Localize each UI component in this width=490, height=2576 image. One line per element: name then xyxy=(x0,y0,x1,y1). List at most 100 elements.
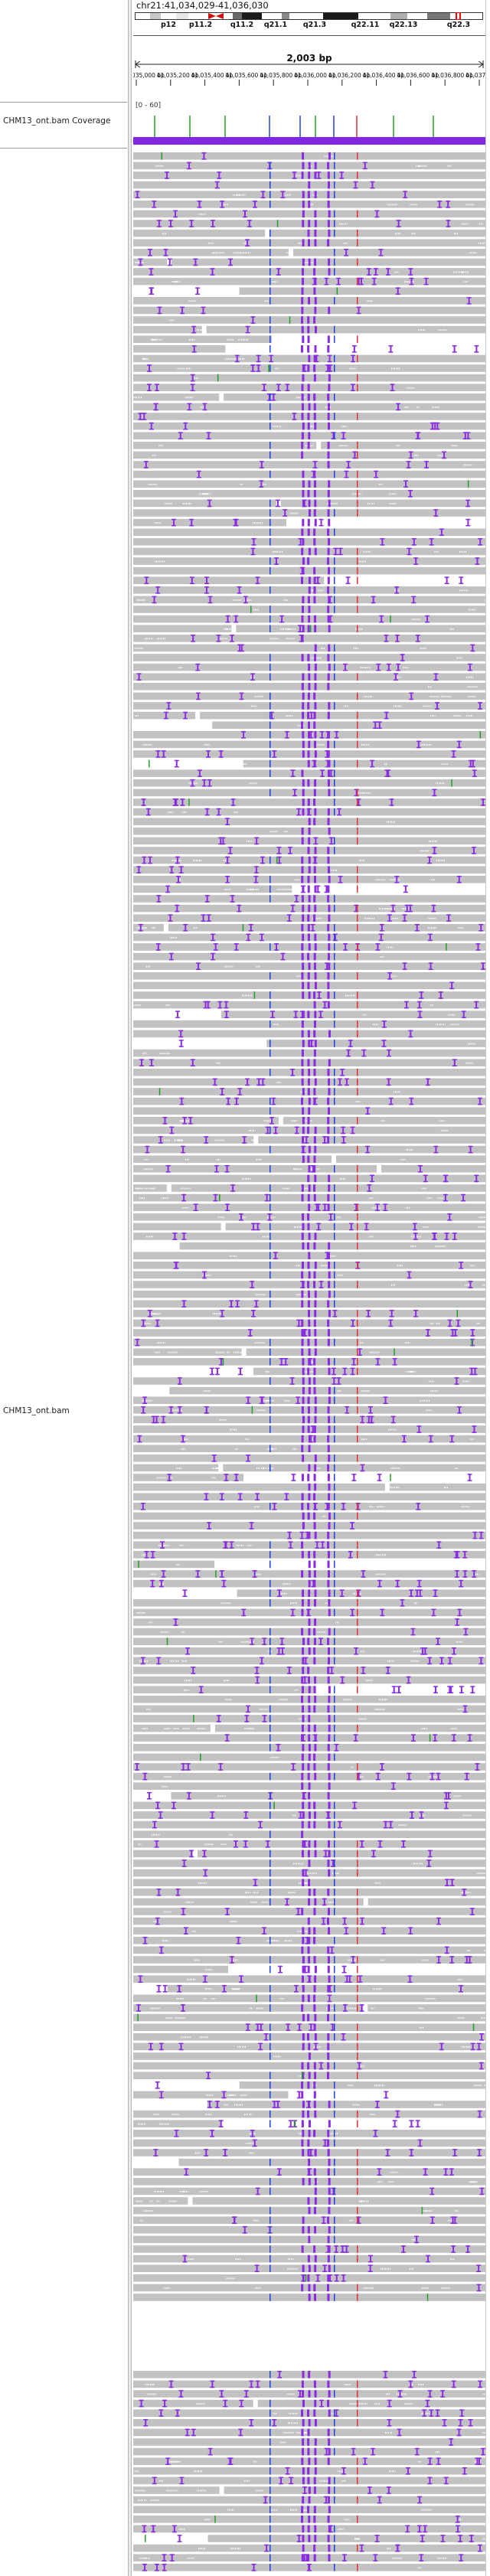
insertion-marker xyxy=(479,702,482,710)
insertion-marker xyxy=(153,596,155,604)
insertion-marker xyxy=(243,210,246,218)
insertion-marker xyxy=(316,1541,318,1549)
insertion-marker xyxy=(185,1927,187,1934)
insertion-cap xyxy=(221,2097,227,2099)
insertion-marker xyxy=(313,1512,316,1520)
insertion-cap xyxy=(472,1531,478,1533)
insertion-cap xyxy=(366,1415,371,1418)
insertion-marker xyxy=(155,1840,158,1848)
insertion-marker xyxy=(314,943,317,951)
insertion-marker xyxy=(193,325,195,334)
insertion-cap xyxy=(206,432,211,433)
insertion-marker xyxy=(185,422,187,430)
insertion-cap xyxy=(302,1792,307,1794)
insertion-marker xyxy=(424,1174,426,1183)
insertion-cap xyxy=(259,1396,264,1398)
insertion-cap xyxy=(347,1975,352,1977)
insertion-cap xyxy=(341,1136,346,1138)
insertion-cap xyxy=(409,2126,414,2127)
insertion-cap xyxy=(340,1069,345,1070)
insertion-marker xyxy=(314,210,317,218)
insertion-marker xyxy=(165,249,167,256)
insertion-cap xyxy=(233,524,238,527)
panel-splitter[interactable] xyxy=(128,0,132,2576)
insertion-marker xyxy=(328,2226,331,2234)
insertion-cap xyxy=(434,708,439,710)
insertion-marker xyxy=(140,1059,142,1066)
mismatch-base xyxy=(334,837,335,845)
insertion-cap xyxy=(273,1252,278,1253)
mismatch-base xyxy=(270,528,271,536)
insertion-cap xyxy=(415,438,420,439)
insertion-cap xyxy=(292,788,298,791)
insertion-cap xyxy=(351,1480,357,1481)
insertion-cap xyxy=(325,1503,330,1504)
mismatch-base xyxy=(334,1724,335,1732)
insertion-cap xyxy=(396,663,401,665)
insertion-cap xyxy=(379,621,384,623)
insertion-cap xyxy=(375,949,381,951)
insertion-cap xyxy=(350,1614,355,1617)
alignment-reads[interactable] xyxy=(133,152,485,2576)
insertion-marker xyxy=(327,201,330,208)
insertion-cap xyxy=(207,785,212,787)
insertion-marker xyxy=(328,876,331,883)
insertion-marker xyxy=(307,625,310,632)
aligned-read xyxy=(133,1223,221,1231)
mismatch-base xyxy=(357,837,358,845)
insertion-marker xyxy=(405,480,407,488)
insertion-marker xyxy=(301,1734,304,1742)
insertion-cap xyxy=(387,1049,392,1051)
insertion-cap xyxy=(156,1889,162,1890)
alignment-track-name[interactable]: CHM13_ont.bam xyxy=(3,1406,70,1415)
insertion-cap xyxy=(255,1493,260,1494)
ruler-ticks[interactable] xyxy=(133,80,485,87)
coverage-histogram[interactable] xyxy=(133,137,485,145)
insertion-marker xyxy=(329,615,332,623)
insertion-marker xyxy=(280,1358,283,1366)
insertion-marker xyxy=(302,1763,305,1771)
aligned-read xyxy=(133,625,232,632)
insertion-cap xyxy=(150,1579,155,1582)
insertion-marker xyxy=(292,904,294,913)
coverage-track[interactable]: [0 - 60] xyxy=(133,100,485,143)
mismatch-base xyxy=(421,2206,423,2215)
insertion-cap xyxy=(216,641,221,642)
mismatch-base xyxy=(357,1174,358,1183)
insertion-cap xyxy=(258,2049,263,2051)
insertion-marker xyxy=(170,952,172,961)
insertion-cap xyxy=(160,1547,165,1549)
mismatch-base xyxy=(357,1724,358,1732)
insertion-cap xyxy=(407,910,413,913)
coverage-track-name[interactable]: CHM13_ont.bam Coverage xyxy=(3,116,111,126)
insertion-cap xyxy=(245,325,250,328)
insertion-cap xyxy=(186,168,191,170)
insertion-marker xyxy=(214,943,217,951)
insertion-cap xyxy=(350,1608,355,1611)
insertion-cap xyxy=(341,2281,346,2282)
insertion-marker xyxy=(328,354,331,363)
insertion-marker xyxy=(313,711,316,720)
insertion-cap xyxy=(377,727,382,729)
insertion-marker xyxy=(361,1464,364,1472)
insertion-marker xyxy=(478,2042,480,2051)
insertion-cap xyxy=(324,891,329,893)
insertion-marker xyxy=(313,1020,316,1028)
insertion-marker xyxy=(456,1377,458,1385)
insertion-cap xyxy=(456,876,462,877)
insertion-marker xyxy=(314,933,317,942)
insertion-cap xyxy=(234,361,240,363)
insertion-marker xyxy=(308,895,311,903)
data-panel: chr21:41,034,029-41,036,030 p12 p11.2 q11.… xyxy=(133,0,485,2576)
insertion-cap xyxy=(458,1991,463,1993)
insertion-cap xyxy=(356,1589,361,1591)
insertion-cap xyxy=(277,1971,283,1974)
insertion-cap xyxy=(292,795,298,797)
insertion-cap xyxy=(239,650,244,652)
chromosome-ideogram[interactable] xyxy=(135,12,483,20)
mismatch-base xyxy=(270,1040,271,1047)
insertion-cap xyxy=(466,432,471,433)
insertion-marker xyxy=(308,220,311,227)
insertion-cap xyxy=(436,1547,442,1549)
insertion-marker xyxy=(416,2120,419,2127)
